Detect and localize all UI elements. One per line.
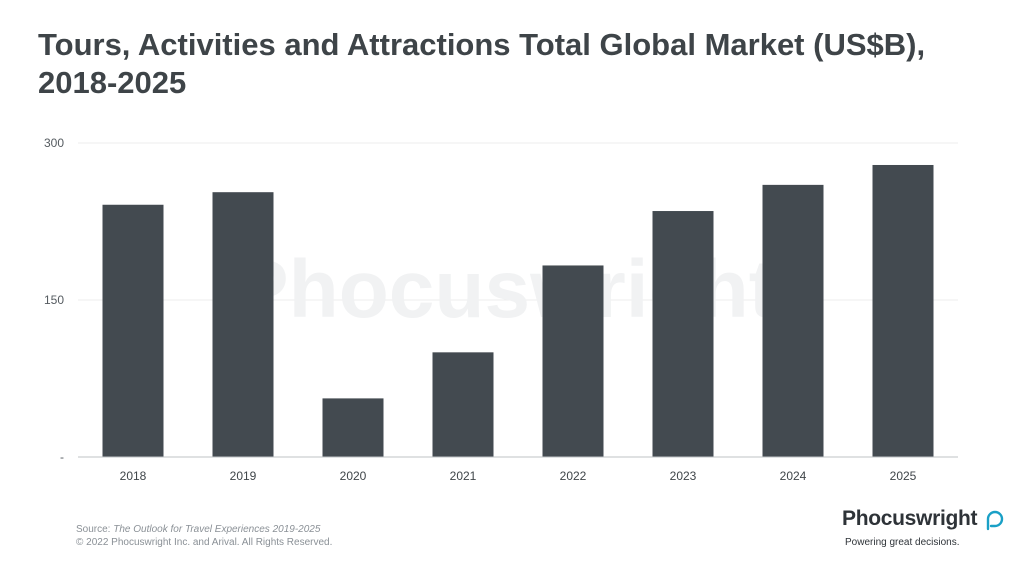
bar <box>762 184 824 457</box>
source-prefix: Source: <box>76 524 114 535</box>
brand-logo: Phocuswright Powering great decisions. <box>842 507 1012 553</box>
x-tick-label: 2023 <box>670 469 697 483</box>
bar <box>872 164 934 458</box>
source-line: Source: The Outlook for Travel Experienc… <box>76 523 332 536</box>
brand-tagline: Powering great decisions. <box>845 537 960 548</box>
x-tick-label: 2025 <box>890 469 917 483</box>
source-note: Source: The Outlook for Travel Experienc… <box>76 523 332 549</box>
x-tick-label: 2022 <box>560 469 587 483</box>
x-tick-label: 2019 <box>230 469 257 483</box>
axis-layer: - 150 300 2018 2019 2020 2021 2022 2023 2024 2025 <box>44 136 958 483</box>
copyright-line: © 2022 Phocuswright Inc. and Arival. All… <box>76 537 333 548</box>
x-tick-label: 2020 <box>340 469 367 483</box>
bar <box>212 192 274 457</box>
bar <box>652 211 714 457</box>
bar <box>432 352 494 457</box>
chart-title: Tours, Activities and Attractions Total … <box>38 27 926 100</box>
brand-name: Phocuswright <box>842 507 978 530</box>
bars-layer <box>102 164 934 458</box>
speech-bubble-icon <box>986 510 1004 531</box>
bar <box>322 398 384 457</box>
y-tick-label: 150 <box>44 293 64 307</box>
source-title: The Outlook for Travel Experiences 2019-… <box>113 524 321 535</box>
bar <box>102 204 164 457</box>
x-tick-label: 2024 <box>780 469 807 483</box>
x-tick-label: 2018 <box>120 469 147 483</box>
y-tick-label: - <box>60 450 64 464</box>
bar <box>542 265 604 457</box>
x-tick-label: 2021 <box>450 469 477 483</box>
y-tick-label: 300 <box>44 136 64 150</box>
